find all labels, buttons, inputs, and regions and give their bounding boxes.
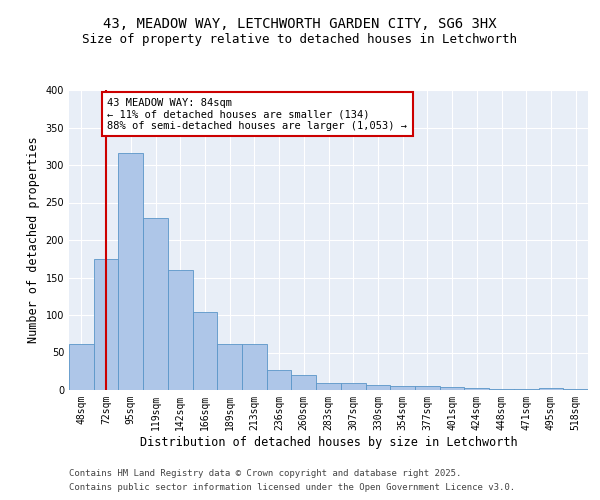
Bar xyxy=(193,312,217,390)
Bar xyxy=(464,388,489,390)
Text: Contains HM Land Registry data © Crown copyright and database right 2025.: Contains HM Land Registry data © Crown c… xyxy=(69,468,461,477)
Bar xyxy=(390,386,415,390)
Bar xyxy=(316,383,341,390)
Bar xyxy=(489,388,514,390)
Bar xyxy=(217,344,242,390)
Text: Size of property relative to detached houses in Letchworth: Size of property relative to detached ho… xyxy=(83,32,517,46)
Bar xyxy=(69,344,94,390)
Bar xyxy=(94,259,118,390)
X-axis label: Distribution of detached houses by size in Letchworth: Distribution of detached houses by size … xyxy=(140,436,517,448)
Y-axis label: Number of detached properties: Number of detached properties xyxy=(27,136,40,344)
Bar xyxy=(168,270,193,390)
Text: 43 MEADOW WAY: 84sqm
← 11% of detached houses are smaller (134)
88% of semi-deta: 43 MEADOW WAY: 84sqm ← 11% of detached h… xyxy=(107,98,407,130)
Bar xyxy=(118,153,143,390)
Text: Contains public sector information licensed under the Open Government Licence v3: Contains public sector information licen… xyxy=(69,484,515,492)
Bar xyxy=(341,383,365,390)
Bar xyxy=(563,388,588,390)
Bar xyxy=(539,388,563,390)
Bar xyxy=(440,387,464,390)
Bar xyxy=(267,370,292,390)
Text: 43, MEADOW WAY, LETCHWORTH GARDEN CITY, SG6 3HX: 43, MEADOW WAY, LETCHWORTH GARDEN CITY, … xyxy=(103,18,497,32)
Bar xyxy=(143,218,168,390)
Bar xyxy=(242,344,267,390)
Bar xyxy=(365,385,390,390)
Bar xyxy=(514,389,539,390)
Bar xyxy=(415,386,440,390)
Bar xyxy=(292,375,316,390)
